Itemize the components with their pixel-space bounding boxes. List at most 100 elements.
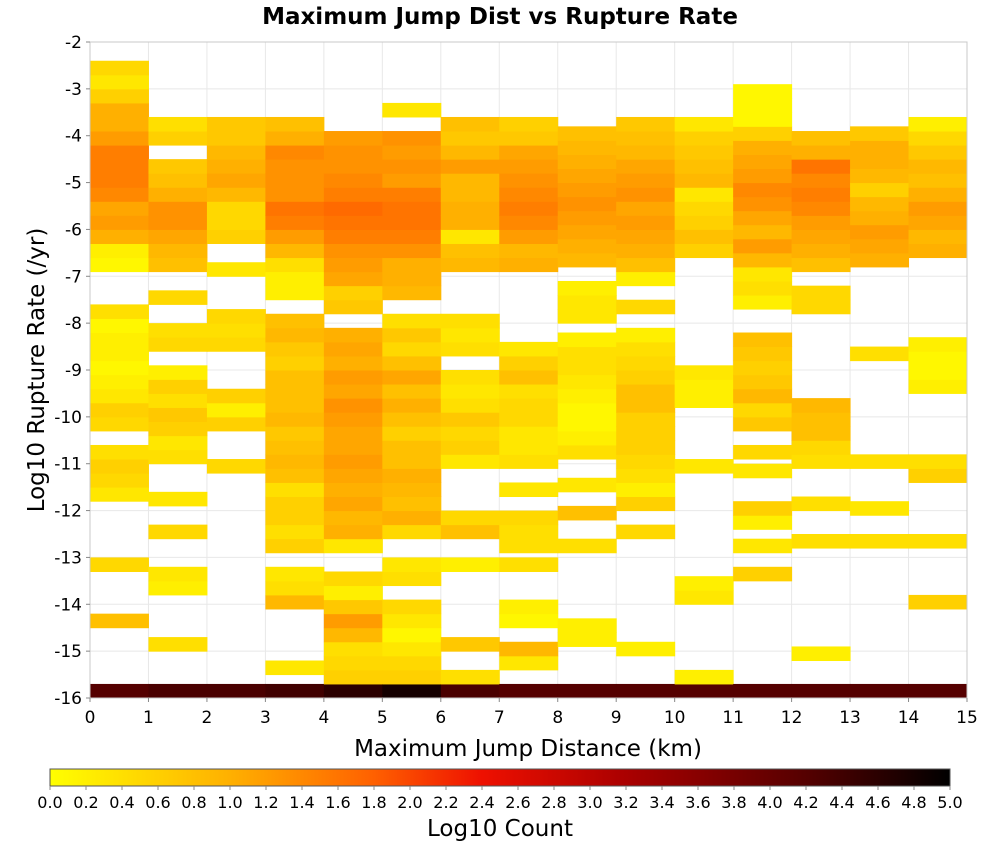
heatmap-cell [323,201,383,216]
heatmap-cell [206,187,266,202]
heatmap-cell [265,384,325,399]
colorbar-label: Log10 Count [427,816,573,842]
heatmap-cell [265,201,325,216]
heatmap-cell [90,332,149,348]
heatmap-cell [440,145,500,160]
heatmap-cell [265,683,325,699]
colorbar-tick-label: 4.8 [901,793,926,812]
heatmap-cell [206,173,266,188]
heatmap-cell [908,468,968,483]
heatmap-cell [90,60,149,76]
heatmap-cell [674,116,734,132]
heatmap-cell [148,379,208,394]
heatmap-cell [265,229,325,244]
heatmap-cell [90,613,149,629]
heatmap-cell [90,74,149,90]
heatmap-cell [382,426,442,441]
heatmap-cell [674,159,734,174]
heatmap-cell [557,416,617,432]
heatmap-cell [791,173,851,188]
heatmap-cell [323,215,383,230]
heatmap-cell [206,131,266,146]
heatmap-cell [499,613,559,629]
x-tick-label: 12 [781,708,803,728]
heatmap-cell [616,384,676,399]
heatmap-cell [440,159,500,174]
heatmap-cell [850,454,910,469]
heatmap-cell [382,398,442,413]
heatmap-cell [908,594,968,610]
heatmap-cell [148,637,208,652]
heatmap-cell [733,280,793,296]
heatmap-cell [382,613,442,629]
heatmap-cell [733,252,793,268]
heatmap-cell [265,370,325,385]
heatmap-cell [323,299,383,315]
heatmap-cell [499,159,559,174]
heatmap-cell [90,683,149,699]
heatmap-cell [499,454,559,469]
heatmap-cell [791,398,851,413]
heatmap-cell [557,505,617,521]
colorbar-tick-label: 5.0 [937,793,962,812]
heatmap-cell [674,229,734,244]
colorbar-tick-label: 0.6 [145,793,170,812]
heatmap-cell [90,145,149,160]
heatmap-cell [382,131,442,146]
x-tick-label: 10 [664,708,686,728]
heatmap-cell [382,341,442,357]
heatmap-cell [265,454,325,469]
heatmap-cell [90,557,149,572]
heatmap-cell [265,257,325,273]
heatmap-cell [265,173,325,188]
heatmap-cell [382,327,442,343]
heatmap-cell [440,116,500,132]
colorbar-tick-label: 2.8 [541,793,566,812]
heatmap-cell [382,159,442,174]
heatmap-cell [850,346,910,362]
heatmap-cell [90,304,149,319]
colorbar-tick-label: 0.4 [109,793,134,812]
heatmap-cell [440,243,500,259]
heatmap-cell [90,131,149,146]
y-tick-label: -9 [65,361,82,381]
heatmap-cell [323,159,383,174]
heatmap-cell [557,224,617,240]
heatmap-cell [850,210,910,226]
heatmap-cell [499,341,559,357]
heatmap-cell [440,440,500,455]
heatmap-cell [616,426,676,441]
heatmap-cell [382,641,442,657]
heatmap-cell [323,229,383,244]
heatmap-cell [90,102,149,118]
heatmap-cell [733,360,793,376]
heatmap-cell [206,402,266,418]
heatmap-cell [499,440,559,455]
heatmap-cell [616,355,676,371]
heatmap-cell [499,215,559,230]
heatmap-cell [499,173,559,188]
heatmap-cell [908,201,968,216]
heatmap-cell [557,280,617,296]
heatmap-cell [382,669,442,685]
heatmap-cell [323,341,383,357]
heatmap-cell [440,131,500,146]
heatmap-cell [440,637,500,652]
x-tick-label: 5 [377,708,388,728]
heatmap-cell [148,215,208,230]
heatmap-cell [557,402,617,418]
heatmap-cell [499,599,559,615]
heatmap-cell [206,459,266,474]
heatmap-cell [265,482,325,498]
heatmap-cell [323,257,383,273]
heatmap-cell [323,468,383,483]
heatmap-cell [90,318,149,334]
heatmap-cell [382,173,442,188]
heatmap-cell [323,187,383,202]
heatmap-cell [265,580,325,596]
heatmap-cell [557,182,617,198]
x-axis-label: Maximum Jump Distance (km) [354,736,702,762]
heatmap-cell [323,669,383,685]
heatmap-cell [206,337,266,352]
heatmap-cell [265,131,325,146]
